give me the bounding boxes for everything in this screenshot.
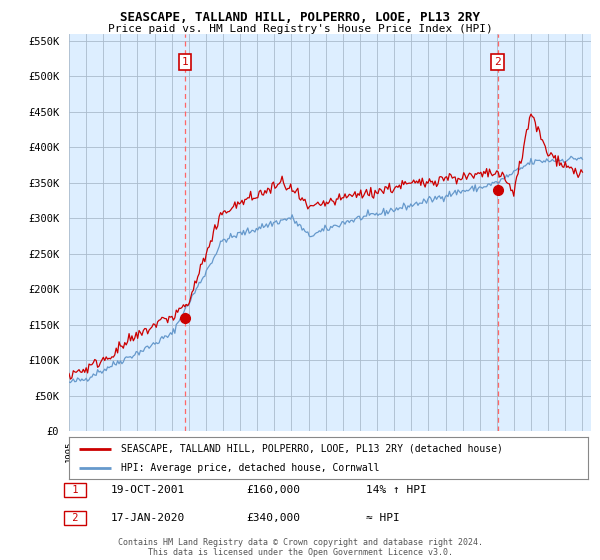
Text: 17-JAN-2020: 17-JAN-2020 (111, 513, 185, 523)
Text: 1: 1 (65, 485, 85, 495)
Text: SEASCAPE, TALLAND HILL, POLPERRO, LOOE, PL13 2RY (detached house): SEASCAPE, TALLAND HILL, POLPERRO, LOOE, … (121, 444, 503, 454)
Text: ≈ HPI: ≈ HPI (366, 513, 400, 523)
Text: 14% ↑ HPI: 14% ↑ HPI (366, 485, 427, 495)
Text: 19-OCT-2001: 19-OCT-2001 (111, 485, 185, 495)
Text: HPI: Average price, detached house, Cornwall: HPI: Average price, detached house, Corn… (121, 463, 379, 473)
Text: £160,000: £160,000 (246, 485, 300, 495)
Text: Price paid vs. HM Land Registry's House Price Index (HPI): Price paid vs. HM Land Registry's House … (107, 24, 493, 34)
Text: SEASCAPE, TALLAND HILL, POLPERRO, LOOE, PL13 2RY: SEASCAPE, TALLAND HILL, POLPERRO, LOOE, … (120, 11, 480, 24)
Text: £340,000: £340,000 (246, 513, 300, 523)
Text: 2: 2 (494, 57, 501, 67)
Text: 2: 2 (65, 513, 85, 523)
Text: Contains HM Land Registry data © Crown copyright and database right 2024.
This d: Contains HM Land Registry data © Crown c… (118, 538, 482, 557)
Text: 1: 1 (182, 57, 188, 67)
